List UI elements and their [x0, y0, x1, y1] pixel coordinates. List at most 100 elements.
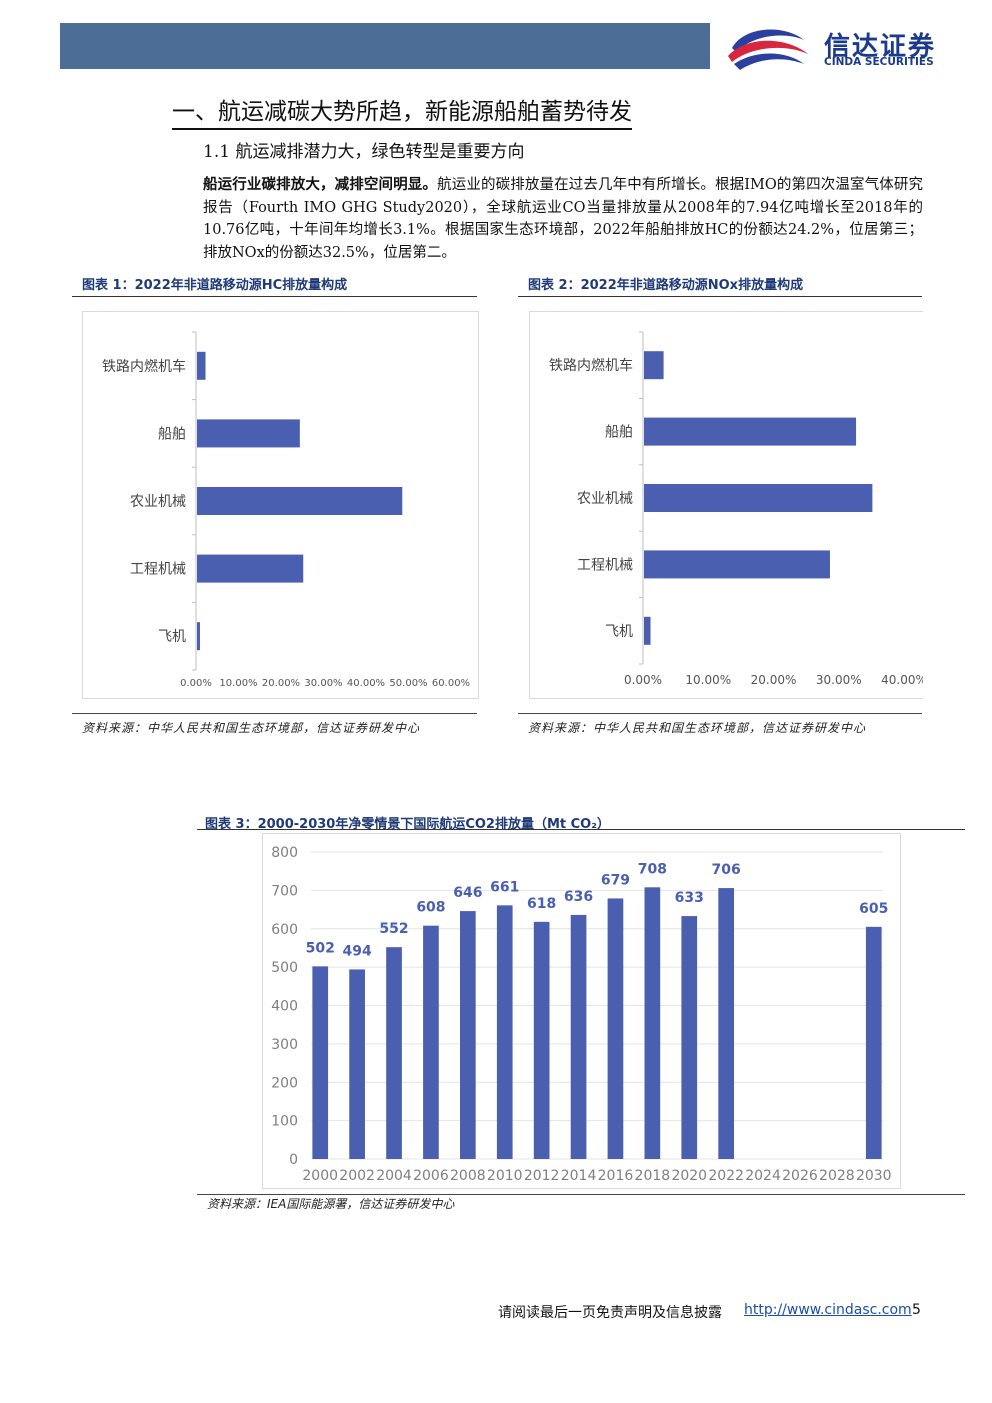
fig3-bar	[533, 921, 550, 1159]
company-logo: 信达证券 CINDA SECURITIES	[724, 20, 974, 74]
fig3-bar	[423, 925, 439, 1159]
fig3-chart: 0 100 200 300 400 500 600 700 800 502 494 552 608 646…	[262, 833, 901, 1189]
fig1-source: 资料来源：中华人民共和国生态环境部，信达证券研发中心	[82, 721, 421, 735]
fig2-source: 资料来源：中华人民共和国生态环境部，信达证券研发中心	[528, 721, 867, 735]
header-bar	[60, 23, 710, 69]
fig1-xtick-label: 20.00%	[262, 678, 300, 689]
fig3-data-label: 608	[416, 900, 445, 916]
section-title: 一、航运减碳大势所趋，新能源船舶蓄势待发	[172, 92, 632, 130]
fig3-bar	[607, 898, 624, 1159]
fig3-xtick-label: 2004	[376, 1168, 412, 1184]
fig3-xtick-label: 2022	[708, 1168, 744, 1184]
fig3-xtick-label: 2024	[745, 1168, 781, 1184]
fig2-xtick-label: 0.00%	[624, 673, 662, 687]
fig3-ytick-label: 200	[271, 1075, 298, 1091]
fig1-xtick-label: 0.00%	[180, 678, 212, 689]
fig2-category-label: 工程机械	[577, 557, 633, 573]
footer-link[interactable]: http://www.cindasc.com	[744, 1302, 912, 1318]
fig3-ytick-label: 500	[271, 960, 298, 976]
fig2-xtick-label: 10.00%	[685, 673, 731, 687]
fig3-bar	[312, 966, 329, 1159]
fig3-data-label: 618	[527, 896, 556, 912]
fig3-data-label: 502	[306, 940, 335, 956]
fig2-xtick-label: 20.00%	[751, 673, 797, 687]
fig3-bar	[386, 947, 402, 1159]
fig1-category-label: 飞机	[158, 629, 186, 645]
fig3-ytick-label: 600	[271, 922, 298, 938]
fig1-xtick-label: 50.00%	[389, 678, 427, 689]
fig3-data-label: 661	[490, 879, 519, 895]
fig3-ytick-label: 0	[289, 1152, 298, 1168]
fig1-chart: 铁路内燃机车船舶农业机械工程机械飞机 0.00% 10.00% 20.00% 30.00…	[82, 311, 479, 699]
fig1-category-label: 船舶	[158, 426, 186, 442]
fig3-ytick-label: 700	[271, 883, 298, 899]
fig2-category-label: 铁路内燃机车	[549, 357, 633, 374]
fig2-chart: 铁路内燃机车 船舶 农业机械 工程机械 飞机 0.00% 10.00% 20.00% 30.00…	[529, 311, 923, 699]
fig3-bar	[570, 914, 587, 1159]
fig1-top-rule	[72, 296, 477, 297]
fig1-category-label: 铁路内燃机车	[102, 358, 186, 375]
fig1-bar	[197, 419, 300, 448]
fig2-bar	[644, 484, 873, 512]
fig3-data-label: 605	[859, 901, 888, 917]
fig3-ytick-label: 800	[271, 845, 298, 861]
paragraph-body: 航运业的碳排放量在过去几年中有所增长。根据IMO的第四次温室气体研究报告（Fou…	[203, 177, 924, 261]
paragraph-lead: 船运行业碳排放大，减排空间明显。	[203, 176, 438, 193]
fig2-bottom-rule	[518, 713, 922, 714]
fig3-xtick-label: 2002	[339, 1168, 375, 1184]
fig3-bar	[496, 905, 513, 1159]
fig3-bar	[865, 926, 882, 1159]
fig3-data-label: 646	[453, 885, 482, 901]
fig2-bar	[644, 550, 830, 579]
fig1-bar	[197, 622, 200, 651]
fig3-title: 图表 3：2000-2030年净零情景下国际航运CO2排放量（Mt CO₂）	[205, 817, 610, 832]
fig3-xtick-label: 2018	[635, 1168, 671, 1184]
fig2-title: 图表 2：2022年非道路移动源NOx排放量构成	[528, 278, 804, 293]
fig3-xtick-label: 2030	[856, 1168, 892, 1184]
fig3-xtick-label: 2014	[561, 1168, 597, 1184]
fig1-bottom-rule	[72, 713, 477, 714]
logo-text-en: CINDA SECURITIES	[824, 56, 934, 68]
fig3-data-label: 636	[564, 889, 593, 905]
fig3-ytick-label: 100	[271, 1114, 298, 1130]
fig1-xtick-label: 30.00%	[304, 678, 342, 689]
fig3-xtick-label: 2020	[671, 1168, 707, 1184]
fig1-bar	[197, 487, 403, 515]
fig2-category-label: 农业机械	[577, 491, 633, 507]
fig1-category-label: 农业机械	[130, 494, 186, 510]
fig2-bar	[644, 417, 857, 446]
fig1-xtick-label: 10.00%	[219, 678, 257, 689]
logo-emblem-icon	[728, 29, 808, 70]
fig2-category-label: 飞机	[605, 624, 633, 640]
fig3-xtick-label: 2010	[487, 1168, 523, 1184]
fig3-data-label: 679	[601, 872, 630, 888]
section-subtitle: 1.1 航运减排潜力大，绿色转型是重要方向	[203, 142, 525, 162]
page-number: 5	[912, 1302, 921, 1318]
fig1-xtick-label: 40.00%	[347, 678, 385, 689]
fig3-top-rule	[197, 829, 965, 830]
fig1-bar	[197, 554, 304, 583]
fig3-xtick-label: 2026	[782, 1168, 818, 1184]
fig1-bar	[197, 351, 206, 380]
fig2-bar	[644, 616, 651, 645]
footer-disclaimer: 请阅读最后一页免责声明及信息披露	[498, 1305, 722, 1321]
logo-text-cn: 信达证券	[824, 32, 937, 62]
fig1-category-label: 工程机械	[130, 562, 186, 578]
fig3-bar	[644, 887, 661, 1159]
fig3-bar	[349, 969, 365, 1159]
fig1-xtick-label: 60.00%	[432, 678, 470, 689]
fig3-data-label: 706	[712, 862, 741, 878]
fig3-xtick-label: 2000	[302, 1168, 338, 1184]
fig3-xtick-label: 2016	[598, 1168, 634, 1184]
fig2-xtick-label: 40.00%	[881, 673, 923, 687]
fig3-data-label: 552	[379, 921, 408, 937]
fig3-xtick-label: 2008	[450, 1168, 486, 1184]
fig3-bar	[681, 916, 698, 1159]
fig3-data-label: 494	[343, 943, 372, 959]
fig3-xtick-label: 2028	[819, 1168, 855, 1184]
fig3-svg: 0 100 200 300 400 500 600 700 800 502 494 552 608 646…	[271, 845, 892, 1184]
fig3-source: 资料来源：IEA国际能源署，信达证券研发中心	[207, 1197, 455, 1211]
fig2-top-rule	[518, 296, 922, 297]
fig1-title: 图表 1：2022年非道路移动源HC排放量构成	[82, 278, 348, 293]
